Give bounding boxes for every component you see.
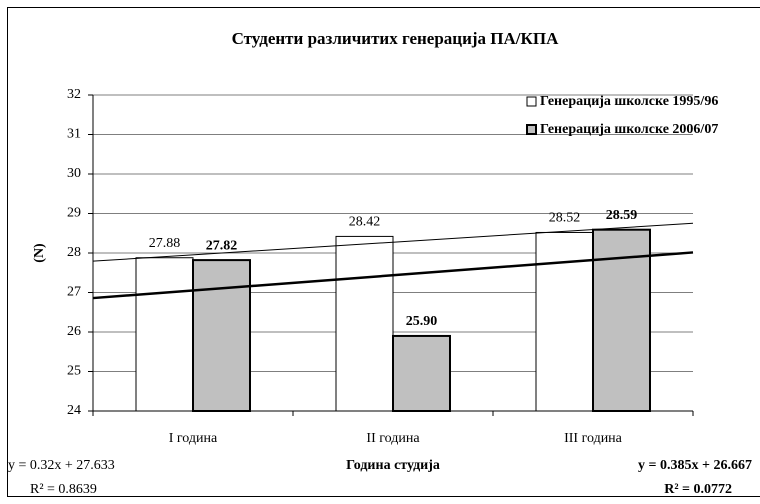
data-label: 28.59 [606,208,638,223]
legend-swatch [526,96,537,107]
y-axis-title: (N) [32,243,47,263]
y-tick-label: 28 [67,245,81,260]
bar [392,334,451,413]
trendline-equation: y = 0.32x + 27.633 [8,458,115,473]
y-tick-label: 31 [67,127,81,142]
bar [135,257,194,412]
y-tick-label: 29 [67,206,81,221]
trendline-r-squared: R² = 0.0772 [664,482,732,497]
bar [535,231,594,412]
y-tick-label: 26 [67,324,81,339]
trendline [92,251,694,300]
y-tick-label: 30 [67,166,81,181]
legend-label: Генерација школске 2006/07 [540,122,718,137]
data-label: 28.52 [549,211,581,226]
data-label: 27.88 [149,236,181,251]
x-axis-title: Година студија [346,458,440,473]
legend-label: Генерација школске 1995/96 [540,94,718,109]
legend-swatch [526,124,537,135]
x-tick-label: II година [366,431,420,446]
y-tick-label: 25 [67,364,81,379]
y-tick-label: 32 [67,87,81,102]
chart-title: Студенти различитих генерација ПА/КПА [232,29,559,48]
bar [335,235,394,412]
data-label: 25.90 [406,314,438,329]
bar [192,259,251,412]
trendline-equation: y = 0.385x + 26.667 [638,458,752,473]
trendline-r-squared: R² = 0.8639 [30,482,97,497]
data-label: 27.82 [206,238,238,253]
x-tick-label: I година [169,431,218,446]
y-tick-label: 24 [67,403,81,418]
trendline [92,222,694,262]
data-label: 28.42 [349,215,381,230]
x-tick-label: III година [564,431,623,446]
y-tick-label: 27 [67,285,81,300]
